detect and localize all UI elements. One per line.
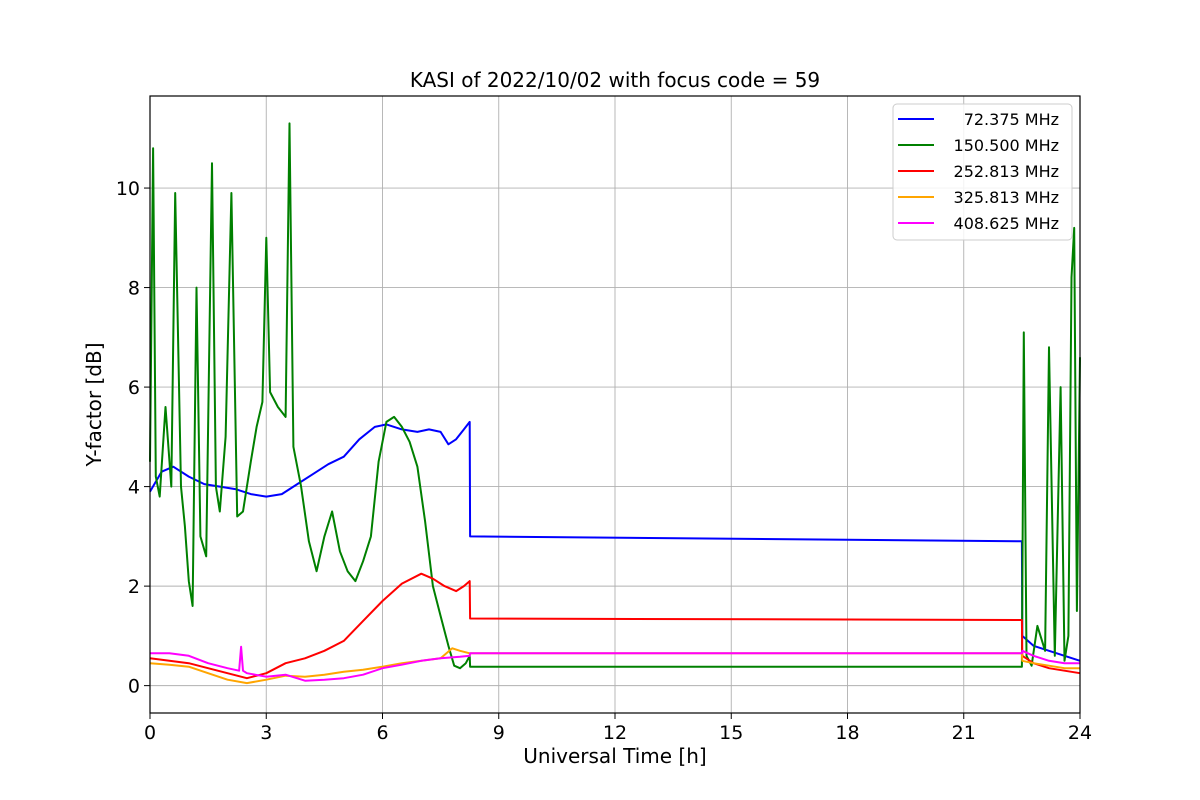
series-line-4 xyxy=(150,645,1080,682)
y-tick-label: 6 xyxy=(128,377,140,399)
x-tick-label: 18 xyxy=(835,722,859,744)
legend-box xyxy=(892,103,1073,241)
y-tick-label: 0 xyxy=(128,676,140,698)
legend-label-3: 325.813 MHz xyxy=(954,188,1059,207)
x-tick-label: 21 xyxy=(952,722,976,744)
y-axis-ticks: 0 2 4 6 8 10 xyxy=(116,178,150,698)
y-tick-label: 4 xyxy=(128,477,140,499)
x-tick-label: 9 xyxy=(493,722,505,744)
legend: 72.375 MHz 150.500 MHz 252.813 MHz 325.813 … xyxy=(892,103,1073,241)
x-tick-label: 24 xyxy=(1068,722,1092,744)
plot-series xyxy=(149,122,1081,685)
y-tick-label: 8 xyxy=(128,278,140,300)
x-tick-label: 15 xyxy=(719,722,743,744)
y-tick-label: 10 xyxy=(116,178,140,200)
x-tick-label: 6 xyxy=(376,722,388,744)
x-tick-label: 3 xyxy=(260,722,272,744)
x-tick-label: 12 xyxy=(603,722,627,744)
x-tick-label: 0 xyxy=(144,722,156,744)
legend-label-1: 150.500 MHz xyxy=(954,136,1059,155)
series-line-2 xyxy=(149,572,1081,680)
x-axis-ticks: 0 3 6 9 12 15 18 21 24 xyxy=(144,713,1092,744)
y-axis-label: Y-factor [dB] xyxy=(82,342,106,467)
legend-label-4: 408.625 MHz xyxy=(954,214,1059,233)
legend-label-0: 72.375 MHz xyxy=(964,110,1059,129)
x-axis-label: Universal Time [h] xyxy=(523,744,706,768)
chart-title: KASI of 2022/10/02 with focus code = 59 xyxy=(410,68,820,92)
y-tick-label: 2 xyxy=(128,576,140,598)
series-line-3 xyxy=(149,647,1080,685)
legend-label-2: 252.813 MHz xyxy=(954,162,1059,181)
